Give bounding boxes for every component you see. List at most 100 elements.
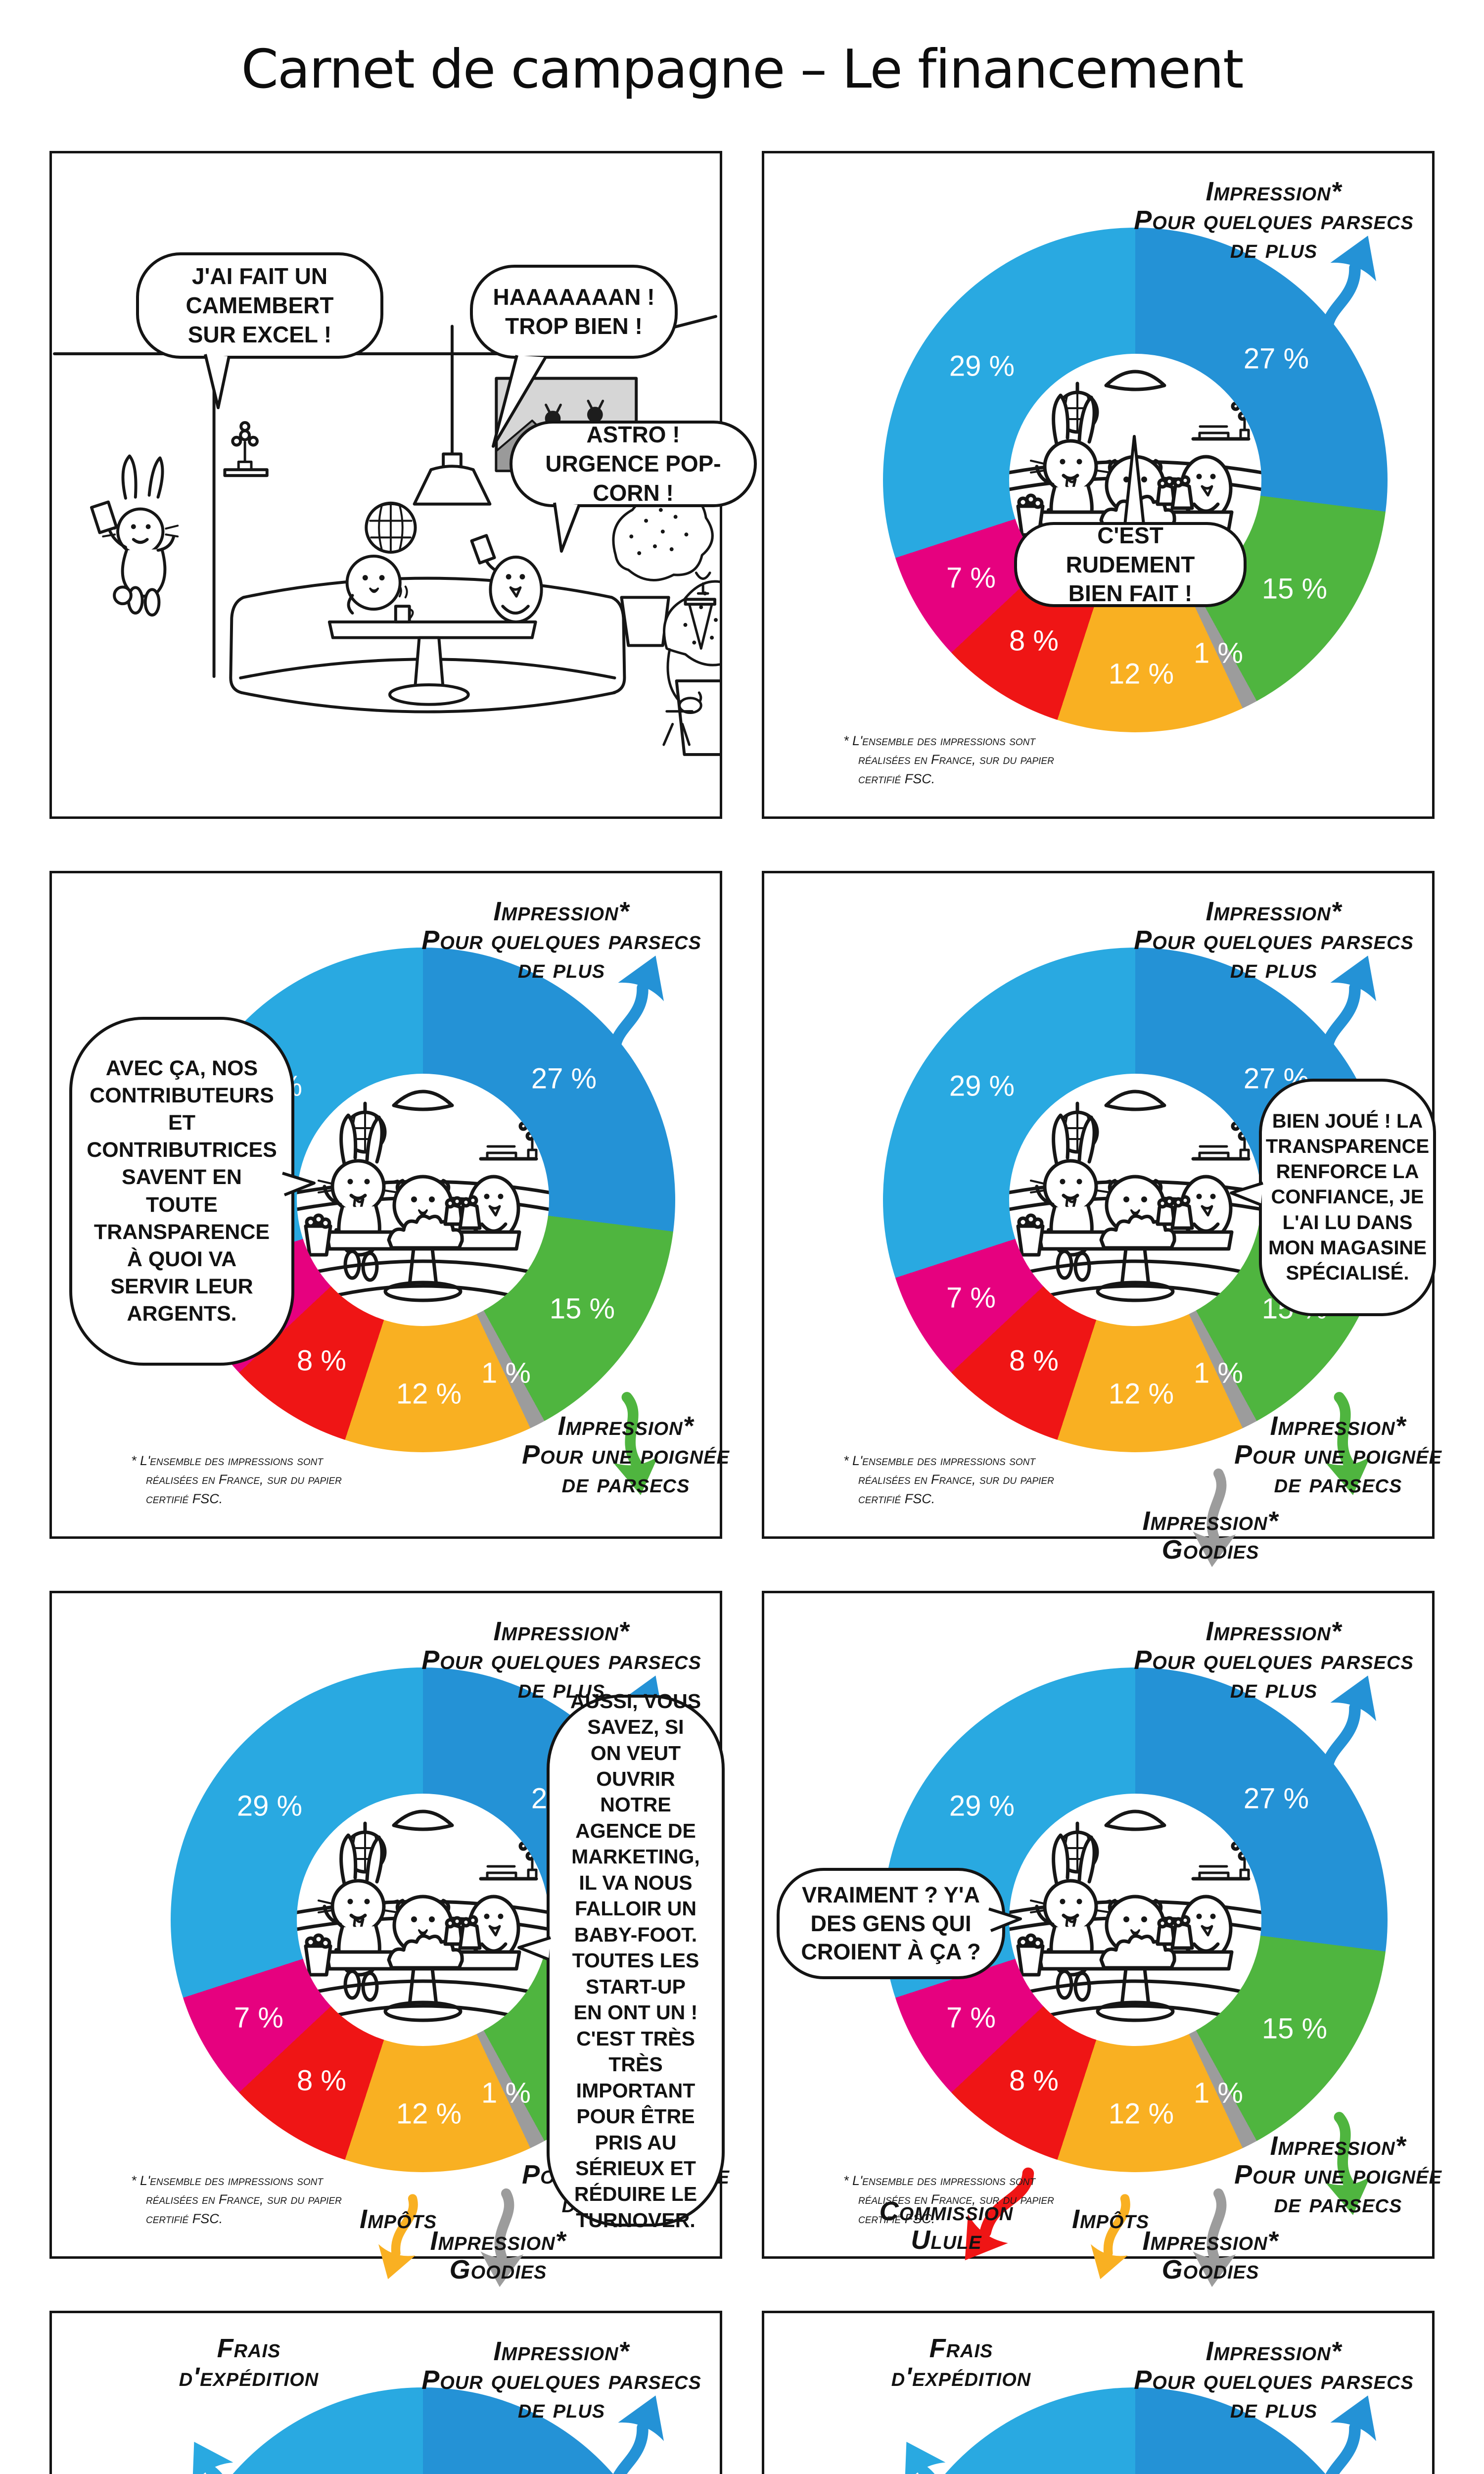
- footnote-line1: * L'ensemble des impressions sont: [131, 2173, 323, 2188]
- percent-label-p29: 29 %: [949, 1070, 1015, 1102]
- percent-label-p12: 12 %: [396, 1378, 462, 1410]
- footnote-line3: certifié FSC.: [858, 1491, 935, 1506]
- popcorn-scene: [1009, 1794, 1261, 2046]
- speech-bubble: ASTRO ! URGENCE POP-CORN !: [510, 421, 757, 507]
- speech-bubble: BIEN JOUÉ ! LA TRANSPARENCE RENFORCE LA …: [1259, 1079, 1436, 1316]
- footnote-line3: certifié FSC.: [146, 2211, 223, 2226]
- label-poignee-line1: Impression*: [1270, 1411, 1406, 1441]
- panel-chart-cest-serieux: 29 %27 %15 %1 %12 %8 %7 %Impression*Pour…: [762, 2311, 1435, 2474]
- label-plus-line2: Pour quelques parsecs: [1134, 1645, 1414, 1675]
- label-frais-line2: d'expédition: [179, 2362, 319, 2392]
- percent-label-p15: 15 %: [1261, 2012, 1328, 2045]
- panel-chart-baby-foot: 29 %27 %15 %1 %12 %8 %7 %Impression*Pour…: [49, 1591, 729, 2259]
- footnote-line2: réalisées en France, sur du papier: [146, 1472, 342, 1487]
- footnote: * L'ensemble des impressions sont réalisé…: [131, 2171, 342, 2228]
- chart-center-illustration: [1009, 1794, 1261, 2046]
- label-plus-line1: Impression*: [1206, 897, 1342, 926]
- page-title: Carnet de campagne – Le financement: [241, 39, 1244, 100]
- label-frais-line1: Frais: [217, 2333, 281, 2363]
- label-plus-line3: de plus: [517, 954, 605, 984]
- percent-label-p29: 29 %: [236, 1790, 303, 1822]
- label-goodies-line2: Goodies: [449, 2255, 547, 2284]
- label-plus-line3: de plus: [1230, 954, 1318, 984]
- label-poignee-line1: Impression*: [1270, 2131, 1406, 2161]
- label-impots-line1: Impôts: [1071, 2204, 1150, 2234]
- speech-bubble: VRAIMENT ? Y'A DES GENS QUI CROIENT À ÇA…: [777, 1868, 1005, 1979]
- label-plus-line3: de plus: [1230, 234, 1318, 264]
- label-plus-line2: Pour quelques parsecs: [1134, 925, 1414, 955]
- percent-label-p12: 12 %: [1108, 658, 1174, 690]
- percent-label-p7: 7 %: [946, 2001, 996, 2034]
- label-plus-line2: Pour quelques parsecs: [421, 1645, 701, 1675]
- label-plus-line1: Impression*: [1206, 2336, 1342, 2366]
- label-poignee-line3: de parsecs: [1274, 1469, 1402, 1498]
- percent-label-p7: 7 %: [946, 1282, 996, 1314]
- label-goodies-line2: Goodies: [1161, 1535, 1259, 1565]
- percent-label-p8: 8 %: [297, 1344, 346, 1377]
- label-goodies-line1: Impression*: [1142, 1506, 1279, 1536]
- footnote-line2: réalisées en France, sur du papier: [858, 752, 1054, 767]
- popcorn-scene: [297, 1074, 549, 1326]
- footnote-line2: réalisées en France, sur du papier: [146, 2192, 342, 2207]
- speech-bubble: J'AI FAIT UN CAMEMBERT SUR EXCEL !: [136, 252, 383, 359]
- percent-label-p12: 12 %: [1108, 1378, 1174, 1410]
- percent-label-p27: 27 %: [1243, 1782, 1309, 1815]
- percent-label-p1: 1 %: [481, 1357, 531, 1389]
- panel-chart-ben-faut-croire: 29 %27 %15 %1 %12 %8 %7 %Impression*Pour…: [49, 2311, 722, 2474]
- bubble-tail: [553, 502, 581, 553]
- label-plus-line3: de plus: [1230, 1674, 1318, 1704]
- label-plus-line2: Pour quelques parsecs: [421, 925, 701, 955]
- percent-label-p8: 8 %: [1009, 1344, 1059, 1377]
- footnote-line1: * L'ensemble des impressions sont: [843, 2173, 1035, 2188]
- percent-label-p12: 12 %: [396, 2097, 462, 2130]
- percent-label-p1: 1 %: [481, 2077, 531, 2109]
- footnote-line1: * L'ensemble des impressions sont: [843, 733, 1035, 748]
- label-poignee-line2: Pour une poignée: [1234, 2160, 1442, 2189]
- label-goodies-line1: Impression*: [1142, 2226, 1279, 2256]
- percent-label-p12: 12 %: [1108, 2097, 1174, 2130]
- percent-label-p27: 27 %: [531, 1062, 597, 1095]
- label-impots-line1: Impôts: [359, 2204, 437, 2234]
- percent-label-p15: 15 %: [1261, 572, 1328, 605]
- label-frais-line1: Frais: [929, 2333, 993, 2363]
- label-plus-line1: Impression*: [1206, 177, 1342, 206]
- label-commission-line2: Ulule: [911, 2225, 982, 2255]
- chart-center-illustration: [297, 1074, 549, 1326]
- percent-label-p8: 8 %: [1009, 2064, 1059, 2097]
- percent-label-p8: 8 %: [1009, 624, 1059, 657]
- footnote: * L'ensemble des impressions sont réalisé…: [843, 1451, 1054, 1508]
- speech-bubble: C'EST RUDEMENT BIEN FAIT !: [1014, 522, 1247, 607]
- footnote-line3: certifié FSC.: [858, 2211, 935, 2226]
- label-plus-line1: Impression*: [1206, 1617, 1342, 1646]
- label-plus-line3: de plus: [1230, 2394, 1318, 2424]
- label-plus-line2: Pour quelques parsecs: [421, 2365, 701, 2395]
- footnote-line2: réalisées en France, sur du papier: [858, 1472, 1054, 1487]
- chart-center-illustration: [1009, 1074, 1261, 1326]
- percent-label-p1: 1 %: [1194, 637, 1243, 669]
- label-goodies-line2: Goodies: [1161, 2255, 1259, 2284]
- footnote: * L'ensemble des impressions sont réalisé…: [843, 731, 1054, 788]
- label-poignee-line3: de parsecs: [1274, 2189, 1402, 2218]
- label-plus-line1: Impression*: [493, 1617, 630, 1646]
- panel-chart-vraiment: 29 % 27 % 15 % 1 % 12 % 8 % 7 % Impression* Pour…: [762, 1591, 1441, 2259]
- label-commission-line1: Commission: [879, 2196, 1014, 2226]
- percent-label-p15: 15 %: [549, 1292, 615, 1325]
- footnote-line1: * L'ensemble des impressions sont: [843, 1453, 1035, 1468]
- label-poignee-line1: Impression*: [557, 1411, 694, 1441]
- bubble-tail: [1230, 1182, 1263, 1206]
- percent-label-p29: 29 %: [949, 1790, 1015, 1822]
- label-poignee-line3: de parsecs: [561, 1469, 690, 1498]
- popcorn-scene: [1009, 1074, 1261, 1326]
- panel-chart-transparence: 29 %27 %15 %1 %12 %8 %7 %Impression*Pour…: [49, 871, 729, 1539]
- percent-label-p29: 29 %: [949, 350, 1015, 382]
- label-frais-line2: d'expédition: [891, 2362, 1031, 2392]
- label-plus-line1: Impression*: [493, 897, 630, 926]
- popcorn-scene: [297, 1794, 549, 2046]
- footnote: * L'ensemble des impressions sont réalisé…: [843, 2171, 1054, 2228]
- bubble-tail: [517, 1936, 551, 1961]
- percent-label-p7: 7 %: [234, 2001, 283, 2034]
- percent-label-p8: 8 %: [297, 2064, 346, 2097]
- bubble-tail: [988, 1907, 1022, 1932]
- footnote-line3: certifié FSC.: [858, 771, 935, 786]
